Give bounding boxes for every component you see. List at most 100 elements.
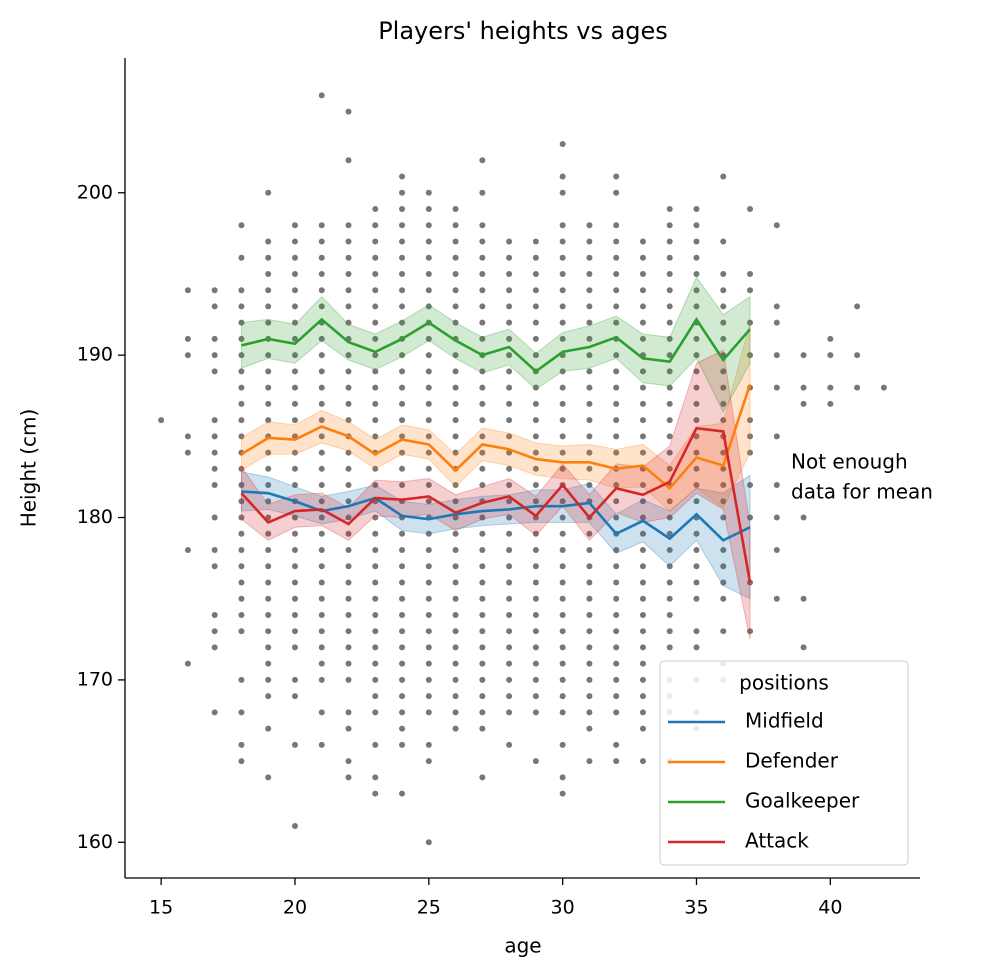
scatter-point (613, 644, 620, 651)
scatter-point (479, 628, 486, 635)
scatter-point (399, 222, 406, 229)
scatter-point (559, 741, 566, 748)
x-tick-label: 30 (551, 897, 575, 919)
scatter-point (452, 693, 459, 700)
scatter-point (639, 611, 646, 618)
scatter-point (666, 563, 673, 570)
scatter-point (372, 790, 379, 797)
scatter-point (452, 368, 459, 375)
scatter-point (425, 628, 432, 635)
scatter-point (506, 628, 513, 635)
scatter-point (639, 709, 646, 716)
scatter-point (693, 628, 700, 635)
scatter-point (666, 644, 673, 651)
scatter-point (532, 628, 539, 635)
scatter-point (559, 514, 566, 521)
scatter-point (613, 628, 620, 635)
scatter-point (425, 709, 432, 716)
scatter-point (345, 774, 352, 781)
scatter-point (318, 547, 325, 553)
scatter-point (747, 514, 754, 521)
scatter-point (800, 352, 807, 359)
scatter-point (425, 563, 432, 570)
scatter-point (532, 400, 539, 407)
scatter-point (291, 465, 298, 472)
scatter-point (211, 644, 218, 651)
scatter-point (291, 384, 298, 391)
scatter-point (639, 368, 646, 375)
scatter-point (425, 644, 432, 651)
scatter-point (238, 498, 245, 505)
scatter-point (693, 368, 700, 375)
scatter-point (559, 400, 566, 407)
scatter-point (265, 530, 272, 537)
scatter-point (747, 417, 754, 424)
scatter-point (613, 579, 620, 586)
scatter-point (559, 547, 566, 553)
scatter-point (559, 222, 566, 229)
scatter-point (639, 547, 646, 553)
scatter-point (399, 563, 406, 570)
y-tick-label: 170 (77, 668, 113, 690)
scatter-point (666, 611, 673, 618)
scatter-point (559, 141, 566, 148)
scatter-point (720, 173, 727, 180)
scatter-point (639, 335, 646, 342)
scatter-point (291, 563, 298, 570)
scatter-point (720, 563, 727, 570)
scatter-point (586, 287, 593, 294)
scatter-point (238, 595, 245, 602)
scatter-point (559, 563, 566, 570)
scatter-point (211, 628, 218, 635)
scatter-point (425, 595, 432, 602)
scatter-point (532, 676, 539, 683)
scatter-point (318, 238, 325, 245)
scatter-point (693, 530, 700, 537)
scatter-point (613, 676, 620, 683)
scatter-point (291, 270, 298, 277)
scatter-point (506, 368, 513, 375)
scatter-point (425, 449, 432, 456)
scatter-point (773, 595, 780, 602)
scatter-point (586, 368, 593, 375)
scatter-point (666, 319, 673, 326)
scatter-point (639, 270, 646, 277)
scatter-point (238, 384, 245, 391)
scatter-point (291, 514, 298, 521)
scatter-point (773, 303, 780, 310)
scatter-point (318, 595, 325, 602)
scatter-point (639, 530, 646, 537)
legend-label: Goalkeeper (745, 789, 860, 813)
scatter-point (800, 514, 807, 521)
scatter-point (532, 465, 539, 472)
scatter-point (399, 579, 406, 586)
scatter-point (479, 465, 486, 472)
scatter-point (639, 449, 646, 456)
scatter-point (452, 319, 459, 326)
scatter-point (693, 579, 700, 586)
scatter-point (291, 238, 298, 245)
scatter-point (211, 465, 218, 472)
scatter-point (399, 628, 406, 635)
scatter-point (318, 433, 325, 440)
scatter-point (666, 498, 673, 505)
scatter-point (666, 595, 673, 602)
scatter-point (586, 579, 593, 586)
scatter-point (880, 384, 887, 391)
scatter-point (532, 417, 539, 424)
scatter-point (613, 222, 620, 229)
scatter-point (345, 595, 352, 602)
scatter-point (372, 530, 379, 537)
scatter-point (586, 319, 593, 326)
scatter-point (693, 400, 700, 407)
scatter-point (479, 595, 486, 602)
scatter-point (425, 352, 432, 359)
scatter-point (559, 319, 566, 326)
scatter-point (586, 660, 593, 667)
scatter-point (265, 384, 272, 391)
scatter-point (720, 319, 727, 326)
scatter-point (720, 449, 727, 456)
scatter-point (318, 741, 325, 748)
scatter-point (425, 189, 432, 196)
